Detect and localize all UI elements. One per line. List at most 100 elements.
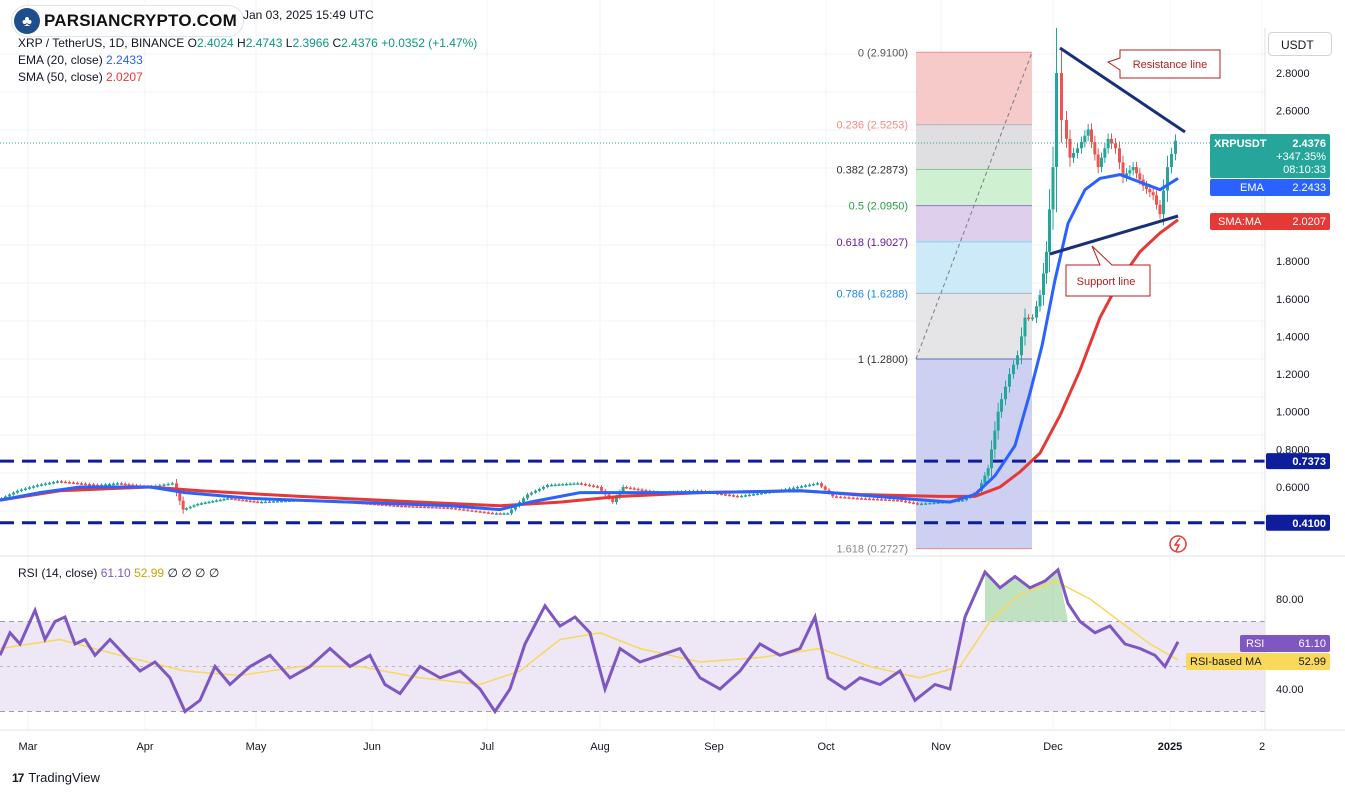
candle-body: [1048, 209, 1051, 252]
price-tick-label: 2.8000: [1276, 68, 1310, 80]
candle-body: [4, 496, 7, 499]
time-tick-label: Aug: [590, 741, 610, 753]
time-tick-label: May: [246, 741, 267, 753]
candle-body: [1174, 140, 1177, 154]
last-price-tag-text: 08:10:33: [1283, 164, 1326, 176]
legend-ema-row[interactable]: EMA (20, close) 2.2433: [18, 53, 143, 67]
candle-body: [565, 483, 568, 486]
candle-body: [534, 490, 537, 493]
candle-body: [839, 496, 843, 499]
legend-sma-row[interactable]: SMA (50, close) 2.0207: [18, 70, 143, 84]
candle-body: [1090, 129, 1093, 142]
candle-body: [724, 494, 727, 496]
ema-legend-label: EMA (20, close): [18, 53, 103, 67]
candle-body: [12, 492, 15, 495]
candle-body: [24, 488, 27, 491]
tradingview-icon: 17: [12, 770, 24, 785]
tradingview-brand[interactable]: 17 TradingView: [12, 770, 100, 785]
time-tick-label: Jul: [480, 741, 494, 753]
candle-body: [546, 485, 549, 487]
candle-body: [170, 483, 174, 485]
moving-averages: [0, 173, 1179, 512]
candle-body: [920, 503, 923, 506]
candle-body: [16, 490, 19, 493]
candle-body: [1035, 306, 1038, 318]
candle-body: [1004, 386, 1007, 400]
fib-zone-0.786: [916, 293, 1032, 360]
candle-body: [847, 497, 851, 499]
candle-body: [744, 495, 747, 497]
candle-body: [260, 501, 263, 504]
legend-rsi-row[interactable]: RSI (14, close) 61.10 52.99 ∅ ∅ ∅ ∅: [18, 566, 219, 580]
ema-tag-bg: [1210, 179, 1330, 196]
time-tick-label: Oct: [817, 741, 834, 753]
candle-body: [1151, 192, 1155, 196]
price-tick-label: 1.4000: [1276, 331, 1310, 343]
candle-body: [276, 501, 279, 503]
rsi-tag-label: RSI: [1246, 638, 1264, 650]
candle-body: [478, 511, 482, 513]
candle-body: [872, 498, 875, 501]
candle-body: [996, 411, 1000, 431]
price-tick-label: 1.2000: [1276, 369, 1310, 381]
candle-body: [495, 513, 498, 515]
fib-trend-line: [915, 52, 1033, 360]
candle-body: [486, 512, 490, 514]
candle-body: [965, 497, 968, 501]
last-price-tag-text: +347.35%: [1276, 151, 1326, 163]
fib-label-0: 0 (2.9100): [858, 47, 908, 59]
candle-body: [123, 483, 127, 486]
fib-label-0.382: 0.382 (2.2873): [836, 164, 908, 176]
candle-body: [632, 488, 636, 490]
rsi-ma-line: [0, 580, 1179, 686]
candle-body: [1128, 170, 1132, 174]
candle-body: [498, 513, 502, 515]
candle-body: [88, 483, 91, 486]
site-logo: ♣ PARSIANCRYPTO.COM: [12, 6, 243, 36]
low-label: L: [285, 36, 293, 50]
candle-body: [56, 481, 59, 483]
price-tick-label: 2.6000: [1276, 106, 1310, 118]
candle-body: [1038, 295, 1042, 307]
candle-body: [166, 483, 170, 486]
candle-body: [68, 482, 71, 484]
candle-body: [835, 496, 838, 498]
candle-body: [600, 487, 603, 491]
candle-body: [264, 501, 267, 504]
candle-body: [158, 485, 162, 487]
candle-body: [1068, 138, 1072, 158]
candle-body: [256, 501, 260, 504]
candle-body: [1086, 129, 1090, 136]
candle-body: [434, 507, 438, 509]
candle-body: [207, 501, 211, 504]
candle-body: [32, 486, 35, 488]
candle-body: [192, 505, 196, 507]
candle-body: [1055, 73, 1058, 168]
candle-body: [892, 499, 895, 502]
candle-body: [1031, 317, 1034, 320]
candle-body: [215, 500, 218, 502]
candle-body: [127, 484, 131, 486]
open-label: O: [187, 36, 197, 50]
candle-body: [904, 500, 907, 503]
candle-body: [450, 507, 453, 510]
candle-body: [1020, 336, 1023, 356]
candle-body: [1100, 157, 1103, 168]
ema-tag-text: EMA: [1240, 182, 1265, 194]
candle-body: [514, 505, 517, 510]
candle-body: [272, 501, 275, 503]
candle-body: [752, 494, 755, 496]
candle-body: [1110, 138, 1113, 144]
fib-zone-0.236: [916, 124, 1032, 170]
candle-body: [1118, 148, 1121, 163]
candle-body: [526, 494, 529, 499]
price-tick-label: 1.0000: [1276, 407, 1310, 419]
rsi-legend-extra: ∅ ∅ ∅ ∅: [167, 566, 220, 580]
time-tick-label: Apr: [136, 741, 153, 753]
currency-button[interactable]: USDT: [1268, 32, 1332, 56]
candle-body: [131, 484, 135, 487]
candle-body: [64, 481, 67, 484]
rsi-line: [0, 567, 1180, 715]
candle-body: [284, 500, 287, 503]
rsi-legend-label: RSI (14, close): [18, 566, 98, 580]
